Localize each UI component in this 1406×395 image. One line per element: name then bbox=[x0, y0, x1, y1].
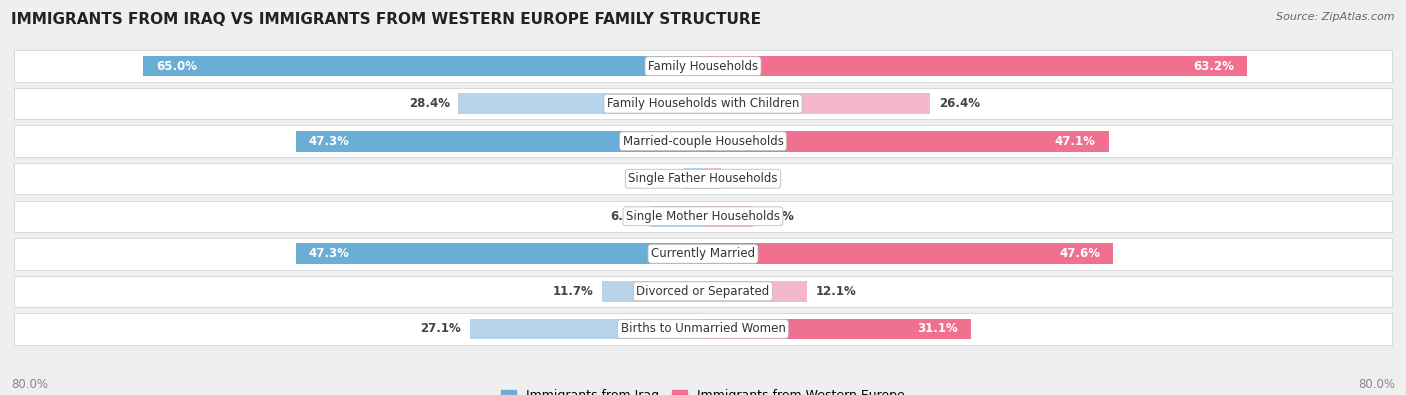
Text: Divorced or Separated: Divorced or Separated bbox=[637, 285, 769, 298]
Text: Births to Unmarried Women: Births to Unmarried Women bbox=[620, 322, 786, 335]
Bar bbox=[14, 51, 1392, 82]
Bar bbox=[602, 281, 703, 302]
Bar bbox=[295, 243, 703, 264]
Legend: Immigrants from Iraq, Immigrants from Western Europe: Immigrants from Iraq, Immigrants from We… bbox=[496, 384, 910, 395]
Bar bbox=[703, 243, 1114, 264]
Text: 28.4%: 28.4% bbox=[409, 97, 450, 110]
Text: 2.1%: 2.1% bbox=[730, 172, 762, 185]
Text: Source: ZipAtlas.com: Source: ZipAtlas.com bbox=[1277, 12, 1395, 22]
Bar bbox=[703, 56, 1247, 77]
Text: 47.1%: 47.1% bbox=[1054, 135, 1095, 148]
Bar bbox=[703, 318, 970, 339]
Bar bbox=[14, 163, 1392, 194]
Bar bbox=[470, 318, 703, 339]
Text: 31.1%: 31.1% bbox=[917, 322, 957, 335]
Bar bbox=[685, 168, 703, 189]
Bar bbox=[703, 168, 721, 189]
Text: 12.1%: 12.1% bbox=[815, 285, 856, 298]
Text: 80.0%: 80.0% bbox=[11, 378, 48, 391]
Text: Currently Married: Currently Married bbox=[651, 247, 755, 260]
Text: 5.8%: 5.8% bbox=[762, 210, 794, 223]
Text: Single Father Households: Single Father Households bbox=[628, 172, 778, 185]
Text: 47.3%: 47.3% bbox=[308, 135, 350, 148]
Text: 6.0%: 6.0% bbox=[610, 210, 643, 223]
Bar bbox=[703, 281, 807, 302]
Text: 2.2%: 2.2% bbox=[643, 172, 675, 185]
Text: 27.1%: 27.1% bbox=[420, 322, 461, 335]
Bar bbox=[458, 93, 703, 114]
Text: 26.4%: 26.4% bbox=[939, 97, 980, 110]
Bar bbox=[14, 88, 1392, 119]
Text: Married-couple Households: Married-couple Households bbox=[623, 135, 783, 148]
Text: 11.7%: 11.7% bbox=[553, 285, 593, 298]
Bar bbox=[143, 56, 703, 77]
Bar bbox=[703, 131, 1108, 152]
Bar bbox=[651, 206, 703, 227]
Bar bbox=[14, 201, 1392, 232]
Bar bbox=[703, 206, 754, 227]
Text: Family Households with Children: Family Households with Children bbox=[607, 97, 799, 110]
Text: Single Mother Households: Single Mother Households bbox=[626, 210, 780, 223]
Text: 80.0%: 80.0% bbox=[1358, 378, 1395, 391]
Bar bbox=[14, 238, 1392, 269]
Bar bbox=[14, 276, 1392, 307]
Bar bbox=[14, 126, 1392, 157]
Text: Family Households: Family Households bbox=[648, 60, 758, 73]
Bar bbox=[703, 93, 931, 114]
Bar bbox=[295, 131, 703, 152]
Text: 65.0%: 65.0% bbox=[156, 60, 197, 73]
Text: 63.2%: 63.2% bbox=[1194, 60, 1234, 73]
Text: 47.3%: 47.3% bbox=[308, 247, 350, 260]
Bar bbox=[14, 313, 1392, 344]
Text: 47.6%: 47.6% bbox=[1059, 247, 1099, 260]
Text: IMMIGRANTS FROM IRAQ VS IMMIGRANTS FROM WESTERN EUROPE FAMILY STRUCTURE: IMMIGRANTS FROM IRAQ VS IMMIGRANTS FROM … bbox=[11, 12, 761, 27]
